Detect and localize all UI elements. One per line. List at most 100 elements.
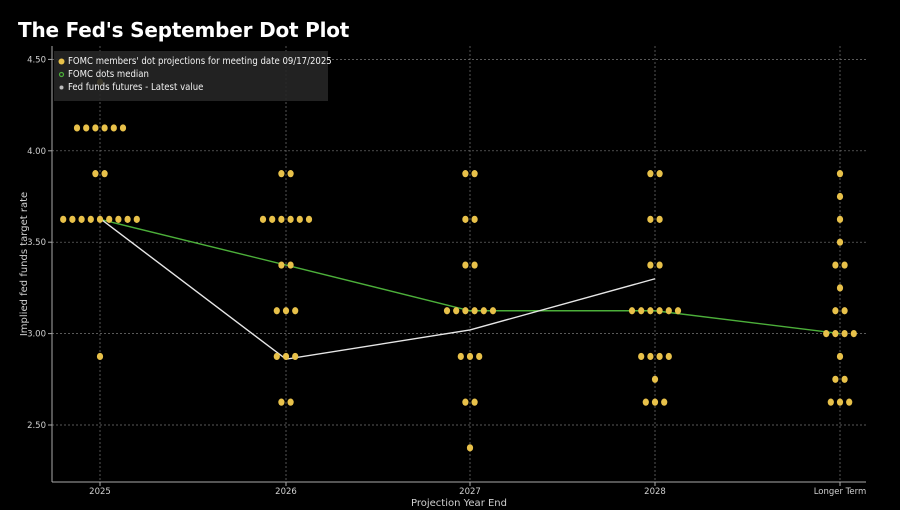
dot-point [836, 352, 844, 361]
dot-point [96, 215, 104, 223]
futures-marker-icon [59, 85, 64, 90]
legend-item-dots: FOMC members' dot projections for meetin… [58, 56, 332, 67]
dot-point [287, 398, 294, 406]
dot-point [665, 352, 672, 361]
legend-label-futures: Fed funds futures - Latest value [68, 82, 204, 93]
dot-point [305, 215, 313, 223]
dot-point [656, 352, 663, 361]
dot-point [836, 215, 844, 223]
dot-point [827, 398, 834, 406]
median-line [99, 218, 841, 335]
dot-point [647, 352, 654, 361]
dot-point [850, 330, 857, 338]
median-marker-icon [58, 71, 65, 78]
dot-point [836, 398, 844, 406]
dot-point [471, 215, 478, 223]
dot-point [836, 238, 844, 246]
dot-point [87, 215, 94, 223]
dot-point [846, 398, 853, 406]
dot-point [638, 307, 645, 315]
dot-point [443, 307, 451, 315]
dot-point [841, 330, 848, 338]
dot-point [462, 215, 469, 223]
dot-point [96, 352, 104, 361]
dot-point [110, 124, 117, 132]
dot-point [656, 261, 663, 269]
dot-point [296, 215, 303, 223]
legend-item-median: FOMC dots median [58, 69, 149, 80]
series-lines [99, 217, 841, 360]
dot-point [656, 307, 663, 315]
dot-point [665, 307, 672, 315]
dot-point [278, 215, 285, 223]
legend-item-futures: Fed funds futures - Latest value [58, 82, 203, 93]
dot-point [124, 215, 131, 223]
y-tick-label: 3.00 [27, 330, 46, 340]
dot-point [642, 398, 649, 406]
dot-point [273, 307, 280, 315]
dot-point [92, 124, 99, 132]
dot-point [92, 170, 99, 178]
dot-point [462, 261, 469, 269]
dot-point [476, 352, 483, 361]
dot-point [101, 124, 108, 132]
dot-point [628, 307, 636, 315]
dot-point [462, 170, 469, 178]
dot-point [841, 307, 848, 315]
dot-point [836, 192, 844, 201]
dot-point [651, 375, 659, 383]
dot-point [278, 170, 285, 178]
dot-point [287, 261, 294, 269]
y-tick-label: 4.50 [27, 55, 46, 65]
dot-point [638, 352, 645, 361]
dot-marker-icon [58, 58, 65, 65]
x-tick-label: 2025 [89, 487, 111, 497]
dot-point [69, 215, 76, 223]
dot-point [647, 170, 654, 178]
dot-point [287, 215, 294, 223]
dot-point [462, 398, 469, 406]
dot-point [674, 307, 682, 315]
dot-point [471, 307, 478, 315]
dot-point [83, 124, 90, 132]
dot-point [119, 124, 127, 132]
dot-point [282, 352, 290, 361]
dot-point [471, 170, 478, 178]
dot-point [287, 170, 294, 178]
dot-point [60, 215, 67, 223]
dot-point [457, 352, 464, 361]
dot-point [101, 170, 108, 178]
dot-point [656, 215, 663, 223]
dot-point [78, 215, 85, 223]
dot-point [836, 170, 844, 178]
dot-point [489, 307, 497, 315]
dot-point [453, 307, 460, 315]
dot-point [647, 261, 654, 269]
grid [52, 46, 866, 482]
dot-point [647, 215, 654, 223]
futures-line [99, 217, 656, 360]
dot-point [115, 215, 122, 223]
dot-point [832, 261, 839, 269]
chart-title: The Fed's September Dot Plot [18, 18, 350, 42]
dot-point [292, 352, 299, 361]
dot-point [292, 307, 299, 315]
dot-point [836, 284, 844, 292]
dot-point [480, 307, 487, 315]
y-tick-label: 4.00 [27, 147, 46, 157]
dot-point [259, 215, 267, 223]
dot-point [466, 444, 474, 452]
dot-point [133, 215, 140, 223]
dot-point [832, 375, 839, 383]
dot-point [462, 307, 469, 315]
y-axis-label: Implied fed funds target rate [19, 192, 30, 336]
x-tick-label: 2027 [459, 487, 481, 497]
x-tick-label: 2026 [275, 487, 297, 497]
legend: FOMC members' dot projections for meetin… [54, 51, 332, 101]
dot-point [832, 307, 839, 315]
axis-labels: 4.50 4.00 3.50 3.00 2.50 2025 2026 2027 2028 Long… [19, 55, 866, 509]
dot-point [661, 398, 668, 406]
dot-point [73, 124, 81, 132]
legend-label-median: FOMC dots median [68, 69, 149, 80]
